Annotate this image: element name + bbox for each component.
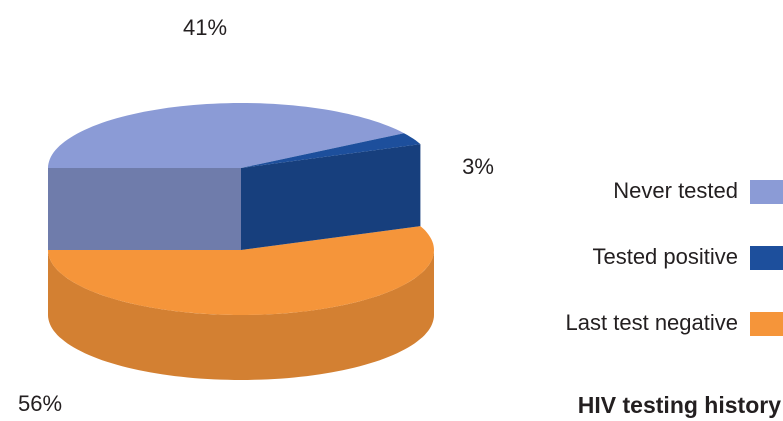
legend-label: Tested positive [592, 244, 738, 269]
slice-face [241, 144, 421, 250]
slice-top [48, 226, 434, 315]
slice-face [48, 168, 241, 250]
value-label: 41% [183, 15, 227, 40]
chart-title: HIV testing history [578, 392, 781, 418]
legend-swatch [750, 246, 783, 270]
legend-label: Last test negative [566, 310, 738, 335]
legend-swatch [750, 312, 783, 336]
value-label: 56% [18, 391, 62, 416]
slice-top [48, 103, 404, 168]
slice-top [241, 133, 421, 168]
value-label: 3% [462, 154, 494, 179]
legend-swatch [750, 180, 783, 204]
legend-label: Never tested [613, 178, 738, 203]
